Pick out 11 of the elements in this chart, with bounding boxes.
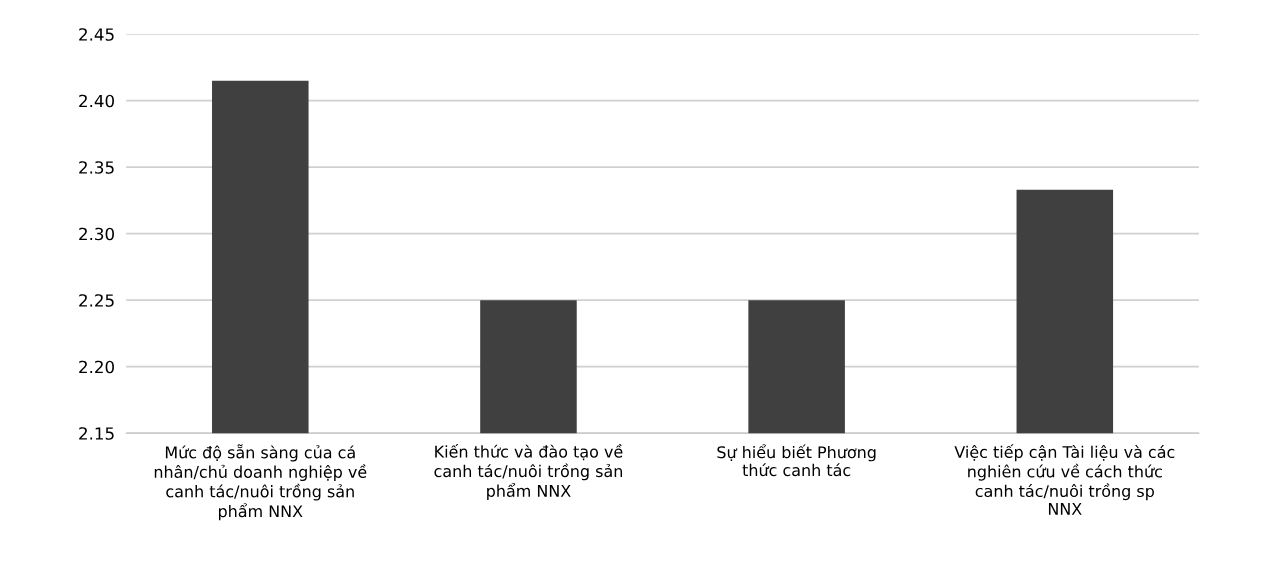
- y-tick-label: 2.40: [79, 94, 114, 108]
- y-tick-label: 2.30: [79, 227, 114, 241]
- y-tick-label: 2.45: [79, 28, 114, 41]
- y-tick-label: 2.15: [79, 427, 114, 440]
- y-tick-label: 2.35: [79, 161, 114, 174]
- y-tick-label: 2.25: [79, 294, 114, 307]
- x-tick-label: Mức độ sẵn sàng của cá nhân/chủ doanh nghiệp về canh tác/nuôi trồng sản phẩm NNX: [154, 444, 367, 521]
- y-tick-label: 2.20: [79, 360, 114, 374]
- x-tick-label: Kiến thức và đào tạo về canh tác/nuôi trồng sản phẩm NNX: [434, 443, 623, 501]
- x-tick-label: Việc tiếp cận Tài liệu và các nghiên cứu về cách thức canh tác/nuôi trồng sp NNX: [954, 444, 1175, 515]
- x-tick-label: Sự hiểu biết Phương thức canh tác: [717, 444, 876, 477]
